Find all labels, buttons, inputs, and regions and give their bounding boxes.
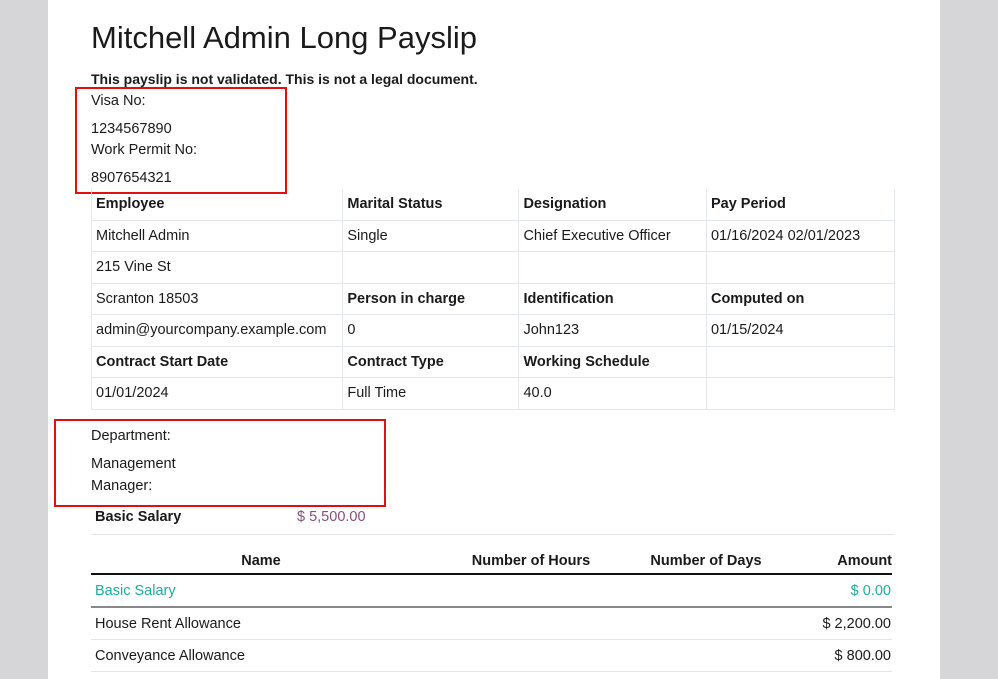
info-label: Marital Status [342,189,520,221]
info-value: Full Time [342,377,520,410]
info-value: Scranton 18503 [90,282,344,315]
info-value: 01/15/2024 [705,314,896,347]
info-row: Employee Marital Status Designation Pay Per… [90,189,896,221]
line-days [631,639,781,672]
line-name: Basic Salary [91,574,431,608]
info-label: Computed on [705,282,896,315]
info-value [342,251,520,284]
manager-label: Manager: [91,478,153,494]
work-permit-label: Work Permit No: [91,142,198,158]
line-name: Conveyance Allowance [91,639,431,672]
line-days [631,607,781,640]
line-amount: $ 800.00 [781,639,892,672]
visa-label: Visa No: [91,93,146,109]
col-amount: Amount [781,550,892,575]
page-title: Mitchell Admin Long Payslip [91,20,477,55]
info-value: 40.0 [518,377,707,410]
department-value: Management [91,456,176,472]
info-label: Employee [90,189,344,221]
info-value: Chief Executive Officer [518,219,707,252]
validation-warning: This payslip is not validated. This is n… [91,71,478,87]
info-label: Identification [518,282,707,315]
info-row: Mitchell Admin Single Chief Executive Offi… [90,219,896,252]
basic-salary-label: Basic Salary [95,509,182,525]
info-value: 215 Vine St [90,251,344,284]
info-row: 215 Vine St [90,251,896,284]
line-name: House Rent Allowance [91,607,431,640]
info-value: 0 [342,314,520,347]
info-value: 01/16/2024 02/01/2023 [705,219,896,252]
info-value [705,251,896,284]
info-label: Contract Type [342,345,520,378]
employee-info-table: Employee Marital Status Designation Pay Per… [90,189,896,410]
info-value [705,377,896,410]
line-amount: $ 0.00 [781,574,892,608]
info-value [705,345,896,378]
line-hours [431,574,631,608]
info-value: admin@yourcompany.example.com [90,314,344,347]
info-row: Scranton 18503 Person in charge Identifica… [90,282,896,315]
line-amount: $ 2,200.00 [781,607,892,640]
info-label: Person in charge [342,282,520,315]
info-row: Contract Start Date Contract Type Working … [90,345,896,378]
payslip-line-row: Basic Salary $ 0.00 [91,574,892,608]
highlight-box-department [54,419,386,507]
info-label: Pay Period [705,189,896,221]
info-row: admin@yourcompany.example.com 0 John123 01/… [90,314,896,347]
payslip-page: Mitchell Admin Long Payslip This payslip… [48,0,940,679]
info-value: Single [342,219,520,252]
info-value: 01/01/2024 [90,377,344,410]
work-permit-value: 8907654321 [91,170,172,186]
line-hours [431,607,631,640]
col-days: Number of Days [631,550,781,575]
info-value [518,251,707,284]
line-days [631,574,781,608]
basic-salary-row: Basic Salary $ 5,500.00 [91,508,895,535]
info-value: John123 [518,314,707,347]
basic-salary-value: $ 5,500.00 [297,509,366,525]
info-label: Designation [518,189,707,221]
info-row: 01/01/2024 Full Time 40.0 [90,377,896,410]
payslip-line-row: Conveyance Allowance $ 800.00 [91,639,892,672]
payslip-lines-table: Name Number of Hours Number of Days Amou… [91,550,892,672]
department-label: Department: [91,428,171,444]
line-hours [431,639,631,672]
info-value: Mitchell Admin [90,219,344,252]
col-name: Name [91,550,431,575]
payslip-line-row: House Rent Allowance $ 2,200.00 [91,607,892,640]
info-label: Working Schedule [518,345,707,378]
visa-value: 1234567890 [91,121,172,137]
col-hours: Number of Hours [431,550,631,575]
info-label: Contract Start Date [90,345,344,378]
